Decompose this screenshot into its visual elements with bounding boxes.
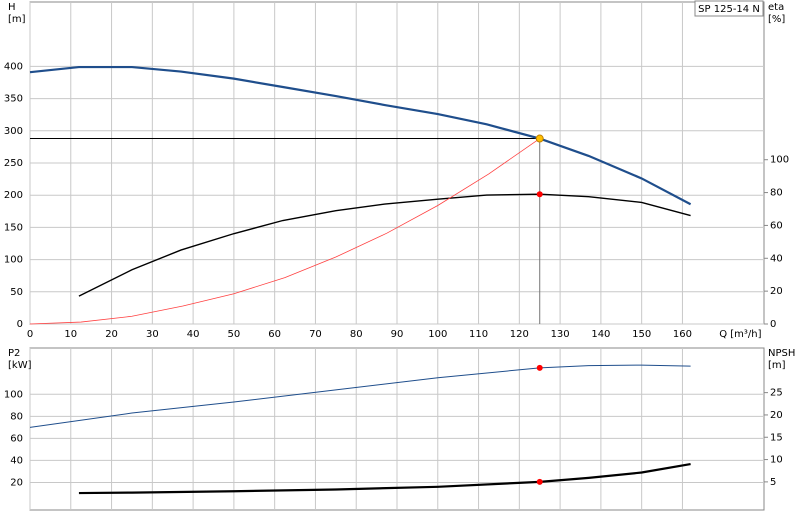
y-axis-label: [kW] <box>8 360 32 371</box>
y-tick-label: 250 <box>4 158 23 169</box>
y-axis-label: H <box>8 2 16 13</box>
y2-tick-label: 15 <box>770 432 783 443</box>
x-tick-label: 0 <box>27 329 33 340</box>
y2-axis-label: [%] <box>768 14 785 25</box>
x-tick-label: 150 <box>632 329 651 340</box>
y2-tick-label: 20 <box>770 286 783 297</box>
y-tick-label: 100 <box>4 255 23 266</box>
duty-point <box>536 478 543 485</box>
x-tick-label: 40 <box>187 329 200 340</box>
curve <box>78 462 691 495</box>
y-axis-label: [m] <box>8 14 26 25</box>
x-tick-label: 160 <box>673 329 692 340</box>
y2-tick-label: 0 <box>770 319 776 330</box>
curve <box>78 193 691 297</box>
y-tick-label: 300 <box>4 126 23 137</box>
y-tick-label: 200 <box>4 190 23 201</box>
y-tick-label: 20 <box>10 477 23 488</box>
x-tick-label: 80 <box>350 329 363 340</box>
curve <box>29 364 691 428</box>
y-tick-label: 350 <box>4 94 23 105</box>
y2-tick-label: 10 <box>770 455 783 466</box>
y2-axis-label: eta <box>768 2 784 13</box>
chart-title: SP 125-14 N <box>698 4 760 15</box>
y2-axis-label: NPSH <box>768 348 795 359</box>
y-tick-label: 0 <box>17 319 23 330</box>
x-tick-label: 30 <box>146 329 159 340</box>
y2-tick-label: 40 <box>770 253 783 264</box>
x-tick-label: 130 <box>551 329 570 340</box>
x-axis-label: Q [m³/h] <box>719 329 761 340</box>
x-tick-label: 20 <box>105 329 118 340</box>
y2-tick-label: 5 <box>770 477 776 488</box>
y-tick-label: 80 <box>10 411 23 422</box>
y-axis-label: P2 <box>8 348 20 359</box>
x-tick-label: 60 <box>268 329 281 340</box>
x-tick-label: 140 <box>591 329 610 340</box>
y2-tick-label: 80 <box>770 188 783 199</box>
y-tick-label: 150 <box>4 222 23 233</box>
x-tick-label: 70 <box>309 329 322 340</box>
title-box <box>694 0 764 17</box>
y-tick-label: 50 <box>10 287 23 298</box>
y2-tick-label: 60 <box>770 220 783 231</box>
y-tick-label: 100 <box>4 389 23 400</box>
x-tick-label: 120 <box>510 329 529 340</box>
y2-tick-label: 25 <box>770 388 783 399</box>
y2-tick-label: 20 <box>770 410 783 421</box>
duty-point <box>536 191 543 198</box>
x-tick-label: 100 <box>428 329 447 340</box>
duty-point <box>535 134 544 143</box>
curve <box>29 138 540 325</box>
x-tick-label: 90 <box>391 329 404 340</box>
duty-point <box>536 364 543 371</box>
x-tick-label: 10 <box>64 329 77 340</box>
x-tick-label: 110 <box>469 329 488 340</box>
y-tick-label: 40 <box>10 455 23 466</box>
x-tick-label: 50 <box>228 329 241 340</box>
y2-tick-label: 100 <box>770 155 789 166</box>
y-tick-label: 60 <box>10 433 23 444</box>
curve <box>29 65 692 206</box>
y-tick-label: 400 <box>4 61 23 72</box>
y2-axis-label: [m] <box>768 360 786 371</box>
